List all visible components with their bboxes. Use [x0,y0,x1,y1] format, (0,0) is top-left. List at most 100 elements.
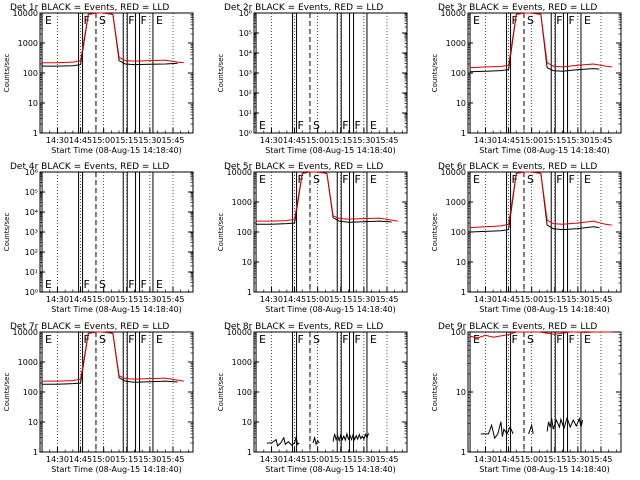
y-tick-label: 1 [461,288,466,297]
x-tick-label: 15:45 [589,136,612,145]
plot-frame [39,171,194,293]
x-axis-label: Start Time (08-Aug-15 14:18:40) [265,305,396,314]
flag-label: E [259,119,266,132]
y-tick-label: 10 [456,258,466,267]
y-axis-label: Counts/sec [431,373,439,412]
x-tick-label: 14:45 [497,455,520,464]
y-tick-label: 100 [451,228,466,237]
panel-det5: Det 5r BLACK = Events, RED = LLD Counts/s… [217,162,408,314]
x-axis-label: Start Time (08-Aug-15 14:18:40) [51,305,182,314]
x-tick-label: 15:45 [375,136,398,145]
flag-label: F [342,119,348,132]
y-axis-label: Counts/sec [217,373,225,412]
x-tick-label: 15:30 [138,295,161,304]
series-lld-line [42,12,184,64]
flag-label: E [45,333,52,346]
x-tick-label: 14:30 [474,136,497,145]
x-axis-label: Start Time (08-Aug-15 14:18:40) [265,146,396,155]
y-tick-label: 10000 [227,168,252,177]
y-tick-label: 10000 [13,328,38,337]
x-tick-label: 15:15 [329,136,352,145]
x-tick-label: 14:45 [69,295,92,304]
y-tick-label: 10⁰ [239,129,252,138]
panel-title: Det 3r BLACK = Events, RED = LLD [438,3,597,13]
flag-label: S [99,333,106,346]
x-tick-label: 15:45 [589,455,612,464]
x-tick-label: 14:30 [46,455,69,464]
flag-label: F [355,333,361,346]
x-tick-label: 14:45 [283,136,306,145]
flag-label: S [527,14,534,27]
flag-label: S [313,119,320,132]
x-tick-label: 15:00 [92,455,115,464]
flag-label: E [370,333,377,346]
y-tick-label: 10¹ [25,268,38,277]
y-tick-label: 10³ [25,228,38,237]
flag-label: F [556,333,562,346]
x-tick-label: 15:00 [306,295,329,304]
y-tick-label: 10² [25,248,38,257]
flag-label: F [355,119,361,132]
x-tick-label: 15:45 [589,295,612,304]
y-tick-label: 100 [451,328,466,337]
panel-det8: Det 8r BLACK = Events, RED = LLD Counts/s… [217,322,408,474]
panel-title: Det 5r BLACK = Events, RED = LLD [224,162,383,172]
panel-det2: Det 2r BLACK = Events, RED = LLD Counts/s… [217,3,408,155]
flag-label: E [473,14,480,27]
flag-label: S [313,173,320,186]
series-lld-line [470,171,612,229]
y-axis-label: Counts/sec [431,54,439,93]
series-lld-line [469,331,612,339]
x-tick-label: 15:15 [543,455,566,464]
plot-frame [39,12,194,134]
panel-title: Det 6r BLACK = Events, RED = LLD [438,162,597,172]
x-axis-label: Start Time (08-Aug-15 14:18:40) [51,465,182,474]
y-tick-label: 10 [242,418,252,427]
flag-label: F [128,278,134,291]
y-tick-label: 1 [33,448,38,457]
flag-label: E [473,333,480,346]
flag-label: F [84,278,90,291]
x-tick-label: 14:30 [46,295,69,304]
y-tick-label: 10⁵ [239,29,252,38]
flag-label: E [370,173,377,186]
flag-label: F [342,173,348,186]
x-tick-label: 15:30 [352,455,375,464]
x-tick-label: 15:15 [329,295,352,304]
y-axis-label: Counts/sec [217,54,225,93]
flag-label: S [99,14,106,27]
x-tick-label: 15:00 [520,455,543,464]
y-tick-label: 10¹ [239,109,252,118]
x-axis-label: Start Time (08-Aug-15 14:18:40) [479,146,610,155]
y-axis-label: Counts/sec [3,213,11,252]
y-tick-label: 1000 [232,198,252,207]
flag-label: S [313,333,320,346]
y-tick-label: 10² [239,89,252,98]
panel-det4: Det 4r BLACK = Events, RED = LLD Counts/s… [3,162,194,314]
flag-label: F [569,333,575,346]
panel-title: Det 9r BLACK = Events, RED = LLD [438,322,597,332]
y-tick-label: 100 [237,388,252,397]
flag-label: E [584,333,591,346]
panel-det6: Det 6r BLACK = Events, RED = LLD Counts/s… [431,162,622,314]
series-events-line [480,416,583,440]
x-tick-label: 15:15 [543,295,566,304]
x-tick-label: 15:30 [352,295,375,304]
y-tick-label: 1 [247,448,252,457]
y-tick-label: 10000 [13,9,38,18]
y-tick-label: 10 [456,388,466,397]
x-tick-label: 15:00 [520,295,543,304]
x-tick-label: 15:15 [115,136,138,145]
flag-label: E [584,173,591,186]
series-lld-line [470,12,612,69]
y-tick-label: 1 [247,288,252,297]
y-tick-label: 1 [461,129,466,138]
series-events-line [266,432,369,447]
y-tick-label: 10 [456,99,466,108]
x-tick-label: 15:15 [329,455,352,464]
series-lld-line [42,331,184,382]
y-axis-label: Counts/sec [217,213,225,252]
y-tick-label: 10⁶ [25,168,38,177]
flag-label: F [84,333,90,346]
x-tick-label: 14:30 [260,295,283,304]
